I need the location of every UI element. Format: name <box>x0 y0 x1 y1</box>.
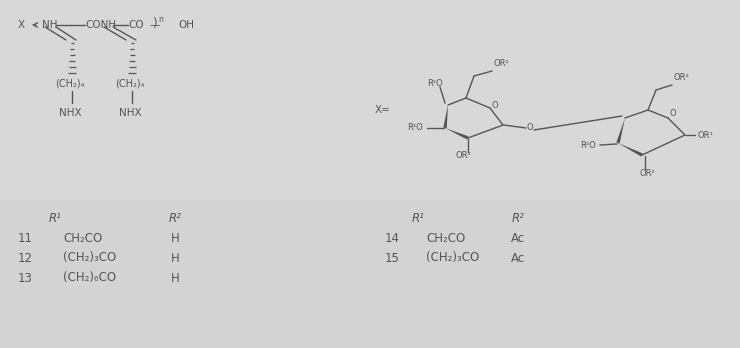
Text: 12: 12 <box>18 252 33 264</box>
Text: OR²: OR² <box>639 168 655 177</box>
Text: CONH: CONH <box>85 20 116 30</box>
Text: O: O <box>527 124 534 133</box>
Polygon shape <box>616 118 625 143</box>
Text: Ac: Ac <box>511 252 525 264</box>
Polygon shape <box>445 128 468 140</box>
Text: R²O: R²O <box>580 141 596 150</box>
Text: R¹: R¹ <box>411 212 425 224</box>
Text: (CH₂)₆CO: (CH₂)₆CO <box>63 271 116 285</box>
Text: X=: X= <box>375 105 391 115</box>
Text: 11: 11 <box>18 231 33 245</box>
Text: CH₂CO: CH₂CO <box>426 231 465 245</box>
Text: R²: R² <box>169 212 181 224</box>
Text: 14: 14 <box>385 231 400 245</box>
Text: NHX: NHX <box>58 108 81 118</box>
Polygon shape <box>618 143 643 157</box>
Text: OH: OH <box>178 20 194 30</box>
Text: CH₂CO: CH₂CO <box>63 231 102 245</box>
Text: 13: 13 <box>18 271 33 285</box>
Text: R¹: R¹ <box>49 212 61 224</box>
Text: (CH₂)₃CO: (CH₂)₃CO <box>426 252 480 264</box>
Text: H: H <box>171 231 179 245</box>
Text: OR²: OR² <box>494 60 510 69</box>
Text: n: n <box>158 16 163 24</box>
Text: ): ) <box>152 17 157 31</box>
Text: —: — <box>150 20 161 30</box>
Polygon shape <box>443 105 448 128</box>
Text: R²O: R²O <box>427 79 443 87</box>
Text: NH: NH <box>42 20 58 30</box>
Text: X: X <box>18 20 25 30</box>
Text: R²: R² <box>511 212 525 224</box>
Text: NHX: NHX <box>118 108 141 118</box>
Text: OR²: OR² <box>455 151 471 160</box>
Bar <box>0 200 740 348</box>
Text: H: H <box>171 252 179 264</box>
Text: O: O <box>670 110 676 119</box>
Text: Ac: Ac <box>511 231 525 245</box>
Text: 15: 15 <box>385 252 400 264</box>
Text: (CH₂)₃CO: (CH₂)₃CO <box>63 252 116 264</box>
Text: O: O <box>492 101 499 110</box>
Text: H: H <box>171 271 179 285</box>
Text: CO: CO <box>128 20 144 30</box>
Text: R²O: R²O <box>407 124 423 133</box>
Text: OR¹: OR¹ <box>697 130 713 140</box>
Text: (CH₂)₄: (CH₂)₄ <box>115 78 145 88</box>
Text: OR²: OR² <box>674 73 690 82</box>
Text: (CH₂)₄: (CH₂)₄ <box>56 78 85 88</box>
